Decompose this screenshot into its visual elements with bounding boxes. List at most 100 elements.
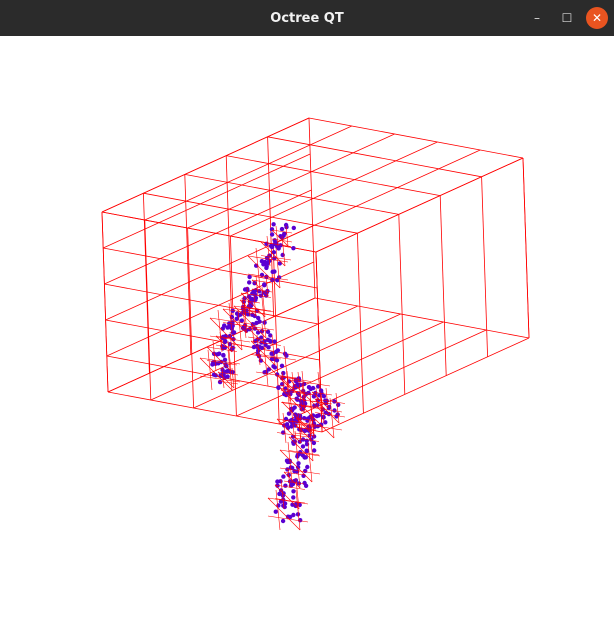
grid-line: [104, 189, 312, 285]
cloud-point: [272, 238, 277, 243]
fine-cell-line: [243, 302, 248, 334]
grid-line: [272, 243, 280, 425]
cloud-point: [266, 367, 272, 372]
fine-cell-line: [280, 376, 306, 402]
cloud-point: [247, 280, 252, 285]
fine-cell-line: [271, 229, 293, 234]
fine-cell-line: [291, 371, 295, 393]
octree-canvas: [101, 117, 530, 531]
fine-cell-line: [212, 340, 217, 372]
cloud-point: [321, 394, 327, 399]
fine-cell-line: [271, 334, 276, 366]
fine-cell-line: [275, 489, 281, 531]
fine-cell-line: [199, 357, 233, 391]
octree-fine-cells: [199, 225, 346, 531]
fine-cell-line: [240, 306, 272, 312]
cube-edge: [522, 157, 530, 339]
fine-cell-line: [274, 484, 306, 490]
fine-cell-line: [311, 391, 333, 396]
fine-cell-line: [309, 413, 313, 435]
fine-cell-line: [279, 467, 321, 475]
cloud-point: [281, 474, 286, 479]
cloud-point: [291, 246, 296, 251]
minimize-icon[interactable]: –: [534, 11, 540, 25]
cloud-point: [286, 411, 292, 416]
fine-cell-line: [329, 397, 335, 439]
grid-line: [439, 195, 447, 376]
grid-line: [103, 153, 311, 249]
fine-cell-line: [301, 405, 343, 413]
grid-line: [481, 176, 488, 357]
fine-cell-line: [294, 423, 312, 441]
grid-line: [236, 321, 444, 417]
fine-cell-line: [280, 388, 306, 414]
fine-cell-line: [261, 297, 267, 339]
cloud-point: [276, 385, 281, 390]
fine-cell-line: [294, 430, 299, 462]
maximize-icon[interactable]: ☐: [561, 11, 573, 25]
octree-viewport[interactable]: [0, 36, 614, 626]
grid-line: [308, 117, 524, 159]
cloud-point: [268, 333, 273, 338]
cloud-point: [295, 512, 301, 517]
fine-cell-line: [286, 382, 291, 414]
fine-cell-line: [229, 331, 233, 353]
cloud-point: [220, 367, 225, 373]
fine-cell-line: [215, 335, 237, 340]
grid-line: [107, 297, 316, 393]
fine-cell-line: [276, 432, 308, 438]
fine-cell-line: [315, 387, 319, 409]
fine-cell-line: [206, 360, 238, 366]
fine-cell-line: [277, 375, 295, 393]
fine-cell-line: [283, 480, 305, 485]
title-bar[interactable]: Octree QT – ☐ ✕: [0, 0, 614, 36]
fine-cell-line: [283, 345, 289, 387]
cloud-point: [289, 424, 294, 429]
grid-line: [144, 125, 352, 221]
fine-cell-line: [199, 357, 241, 365]
cloud-point: [311, 394, 317, 399]
grid-line: [103, 247, 318, 289]
fine-cell-line: [246, 286, 251, 318]
fine-cell-line: [301, 423, 343, 431]
fine-cell-line: [247, 327, 265, 345]
fine-cell-line: [314, 398, 346, 404]
fine-cell-line: [280, 388, 312, 394]
fine-cell-line: [260, 241, 292, 247]
fine-cell-line: [261, 323, 265, 345]
cloud-point: [266, 345, 271, 350]
grid-line: [101, 117, 310, 213]
cloud-point: [308, 386, 313, 392]
cloud-point: [248, 303, 254, 308]
fine-cell-line: [288, 436, 314, 462]
fine-cell-line: [217, 371, 235, 389]
cloud-point: [280, 518, 286, 524]
fine-cell-line: [281, 401, 323, 409]
fine-cell-line: [247, 336, 269, 341]
close-icon[interactable]: ✕: [586, 7, 608, 29]
grid-line: [106, 261, 314, 357]
cloud-point: [277, 491, 282, 497]
cloud-point: [291, 489, 296, 494]
cloud-point: [263, 342, 268, 347]
cloud-point: [224, 369, 229, 374]
cloud-point: [301, 473, 306, 478]
cloud-point: [254, 263, 259, 268]
fine-cell-line: [215, 335, 233, 353]
cloud-point: [264, 264, 269, 269]
octree-wireframe: [101, 117, 530, 433]
cloud-point: [220, 326, 225, 331]
cloud-point: [294, 383, 300, 388]
cloud-point: [215, 352, 220, 357]
fine-cell-line: [271, 238, 293, 243]
fine-cell-line: [294, 432, 316, 437]
fine-cell-line: [247, 255, 281, 289]
cloud-point: [312, 448, 317, 453]
cloud-point: [332, 408, 337, 413]
fine-cell-line: [280, 390, 312, 396]
fine-cell-line: [279, 449, 321, 457]
cloud-point: [254, 320, 259, 326]
grid-line: [143, 193, 150, 374]
fine-cell-line: [289, 379, 331, 387]
fine-cell-line: [250, 340, 282, 346]
